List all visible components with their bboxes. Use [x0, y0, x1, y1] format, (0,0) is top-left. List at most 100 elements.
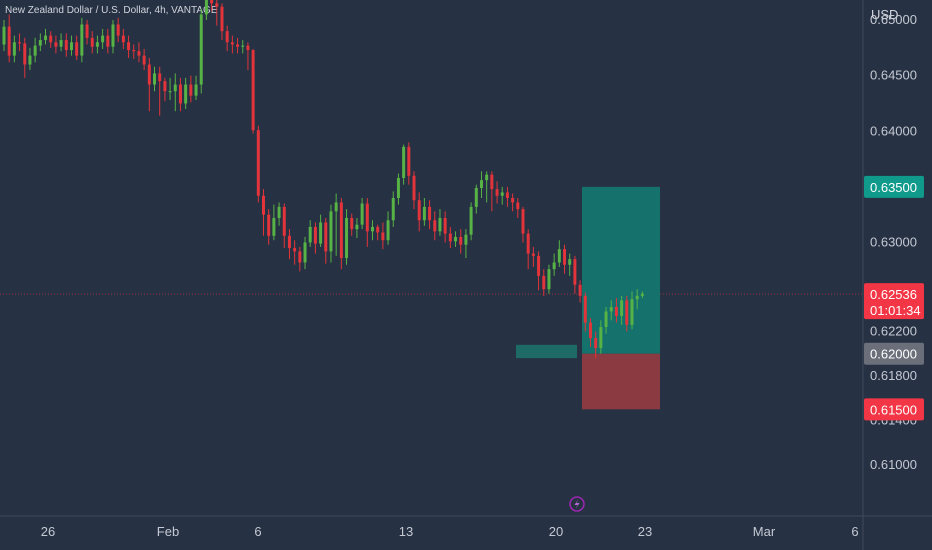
candle: [272, 204, 276, 241]
candle: [500, 186, 504, 205]
lightning-icon[interactable]: [569, 496, 585, 512]
candle: [402, 144, 406, 185]
candle: [350, 213, 354, 236]
candle: [573, 255, 577, 294]
candle: [18, 33, 22, 52]
candle: [111, 20, 115, 54]
svg-text:0.62536: 0.62536: [870, 287, 917, 302]
time-tick-label: 26: [41, 524, 55, 539]
candle: [230, 35, 234, 54]
symbol-title: New Zealand Dollar / U.S. Dollar, 4h, VA…: [5, 5, 218, 16]
candle: [552, 253, 556, 276]
candle: [511, 193, 515, 212]
candle: [163, 77, 167, 102]
time-tick-label: 23: [638, 524, 652, 539]
candle: [563, 244, 567, 274]
candle: [495, 181, 499, 204]
candle: [396, 173, 400, 205]
candle: [189, 75, 193, 103]
svg-text:0.62000: 0.62000: [870, 347, 917, 362]
candle: [521, 206, 525, 243]
candle: [95, 35, 99, 54]
candle: [542, 269, 546, 296]
candle: [142, 48, 146, 71]
candle: [386, 211, 390, 245]
candle: [137, 42, 141, 63]
candle: [604, 306, 608, 334]
candle: [132, 44, 136, 59]
candle: [459, 229, 463, 254]
candle: [620, 295, 624, 325]
time-tick-label: Feb: [157, 524, 179, 539]
candle: [293, 240, 297, 265]
candle: [334, 193, 338, 256]
candle: [324, 218, 328, 264]
candle: [370, 220, 374, 241]
candle: [568, 253, 572, 276]
candle: [158, 66, 162, 116]
candle: [391, 191, 395, 227]
candle: [2, 20, 6, 52]
candle: [412, 171, 416, 210]
candle: [599, 320, 603, 354]
candle: [147, 57, 151, 112]
candle: [448, 226, 452, 249]
candle: [54, 35, 58, 54]
candle: [640, 291, 644, 299]
price-tick-label: 0.61000: [870, 457, 917, 472]
candle: [407, 142, 411, 185]
candle: [433, 211, 437, 241]
candle: [282, 203, 286, 249]
candle: [44, 28, 48, 45]
candle: [199, 8, 203, 94]
candle: [101, 28, 105, 49]
entry-zone: [516, 344, 577, 359]
position-tool[interactable]: [516, 186, 660, 410]
target-price-badge: 0.63500: [864, 175, 924, 198]
candle: [531, 246, 535, 267]
price-axis: 0.65000 0.64500 0.64000 0.63000 0.62200 0.618…: [870, 12, 917, 472]
candle: [173, 73, 177, 112]
time-axis: 26 Feb 6 13 20 23 Mar 6: [41, 524, 859, 539]
candle: [376, 224, 380, 241]
candle: [38, 33, 42, 52]
candle: [194, 75, 198, 101]
candle: [609, 300, 613, 321]
candle: [422, 197, 426, 226]
candle: [516, 197, 520, 219]
candle: [537, 251, 541, 291]
candle: [526, 229, 530, 270]
candle: [505, 186, 509, 207]
candle: [267, 209, 271, 245]
candle: [319, 214, 323, 247]
time-tick-label: 6: [851, 524, 858, 539]
candle: [7, 14, 11, 63]
candle: [428, 200, 432, 230]
candle: [12, 35, 16, 63]
candle: [339, 197, 343, 270]
candle: [121, 28, 125, 49]
candle: [485, 171, 489, 203]
candle: [90, 31, 94, 54]
candle: [241, 40, 245, 54]
candle: [578, 280, 582, 303]
candle: [127, 35, 131, 58]
loss-zone: [582, 353, 660, 410]
currency-label: USD: [871, 7, 899, 22]
candle: [614, 298, 618, 323]
candle: [184, 77, 188, 110]
price-tick-label: 0.64000: [870, 123, 917, 138]
candle: [178, 77, 182, 112]
candle: [256, 125, 260, 203]
candle: [251, 48, 255, 134]
time-tick-label: 6: [254, 524, 261, 539]
candle: [635, 289, 639, 310]
candle: [153, 66, 157, 92]
candle: [116, 17, 120, 43]
candle: [625, 295, 629, 332]
price-tick-label: 0.63000: [870, 234, 917, 249]
price-tick-label: 0.65000: [870, 12, 917, 27]
